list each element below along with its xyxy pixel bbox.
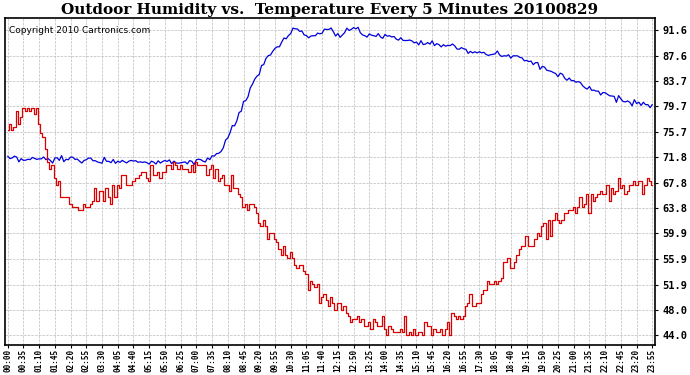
Title: Outdoor Humidity vs.  Temperature Every 5 Minutes 20100829: Outdoor Humidity vs. Temperature Every 5… [61, 3, 598, 17]
Text: Copyright 2010 Cartronics.com: Copyright 2010 Cartronics.com [9, 26, 150, 35]
